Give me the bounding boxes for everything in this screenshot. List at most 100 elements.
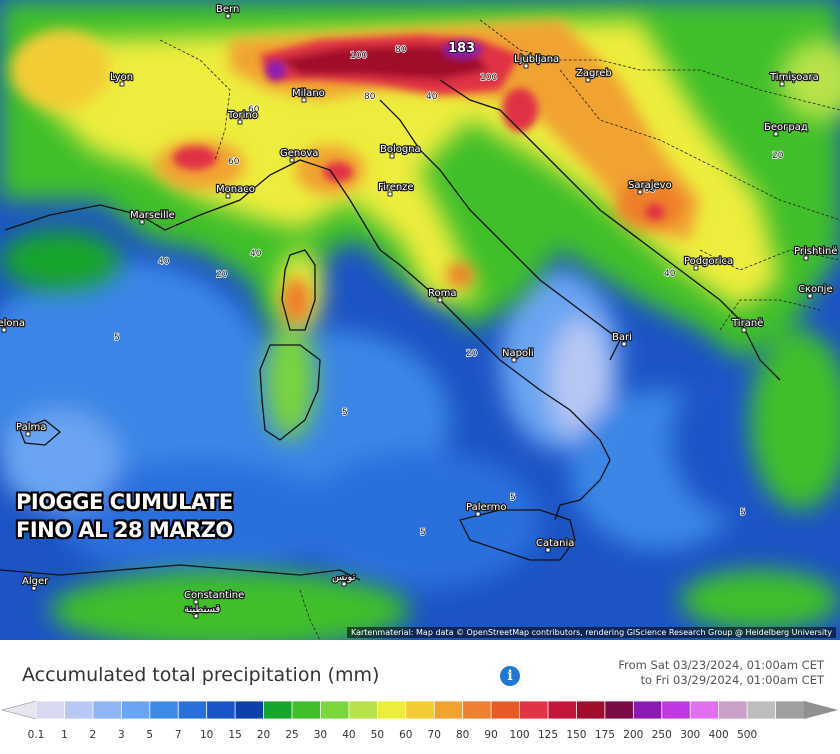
city-markers: Bern Lyon Milano Torino Genova Monaco Marseill… [0, 3, 839, 619]
color-scale-tick-label: 125 [537, 729, 559, 741]
color-scale-tick-label: 3 [117, 729, 125, 741]
color-scale-tick-label: 20 [256, 729, 271, 741]
color-scale-swatch [206, 700, 237, 720]
color-scale-swatch [92, 700, 123, 720]
isoline-label: 40 [158, 257, 170, 267]
city-label: celona [0, 318, 25, 329]
isoline-label: 5 [342, 408, 348, 418]
color-scale-swatch [234, 700, 265, 720]
city-label: قسنطينة [184, 604, 221, 615]
city-label: Bari [612, 332, 632, 343]
isoline-label: 60 [644, 185, 656, 195]
city-label: Milano [292, 88, 325, 99]
color-scale-swatch [632, 700, 663, 720]
city-label: Torino [227, 110, 258, 121]
color-scale-swatch [547, 700, 578, 720]
isoline-label: 20 [772, 151, 784, 161]
period-to: to Fri 03/29/2024, 01:00am CET [640, 673, 824, 687]
color-scale-swatch [35, 700, 66, 720]
color-scale-swatch [348, 700, 379, 720]
city-label: Београд [764, 122, 808, 133]
color-scale-swatch [519, 700, 549, 720]
coastlines [0, 79, 781, 581]
city-marker: Prishtinë [793, 245, 839, 261]
isoline-label: 100 [350, 51, 367, 61]
color-scale-tick-label: 60 [399, 729, 413, 741]
city-marker: Ljubljana [513, 53, 560, 69]
color-scale-tick-label: 10 [199, 729, 214, 741]
isoline-label: 80 [364, 92, 376, 102]
color-scale-tick-label: 1 [61, 729, 68, 741]
city-marker: Zagreb [575, 67, 613, 83]
city-marker: Marseille [129, 209, 176, 225]
headline: PIOGGE CUMULATE FINO AL 28 MARZO [16, 488, 233, 544]
peak-value-label: 183 [448, 41, 475, 56]
city-label: Firenze [378, 182, 414, 193]
city-marker: Београд [763, 121, 809, 137]
color-scale-swatch [746, 700, 777, 720]
city-label: Palma [16, 422, 46, 433]
city-label: Podgorica [684, 256, 733, 267]
city-label: Sarajevo [628, 180, 672, 191]
city-marker: قسنطينة [183, 603, 222, 619]
isoline-label: 100 [480, 73, 497, 83]
isoline-labels: 100 80 100 80 40 60 60 60 40 40 40 20 20… [113, 40, 784, 538]
isoline-label: 80 [395, 45, 407, 55]
city-marker: Firenze [377, 181, 415, 197]
color-scale-bar [0, 700, 838, 720]
city-marker: Bari [611, 331, 633, 347]
info-icon[interactable]: i [500, 666, 520, 686]
color-scale-swatch [376, 700, 407, 720]
city-marker: Catania [535, 537, 576, 553]
city-label: Bern [216, 4, 239, 15]
city-marker: Timișoara [768, 71, 820, 87]
color-scale-tick-label: 200 [623, 729, 644, 741]
city-label: Zagreb [576, 68, 612, 79]
isoline-label: 20 [466, 349, 478, 359]
color-scale-tick-label: 80 [455, 729, 470, 741]
city-marker: Lyon [109, 71, 134, 87]
city-label: تونس [332, 572, 356, 583]
headline-line-1: PIOGGE CUMULATE [16, 490, 233, 514]
city-marker: Milano [291, 87, 326, 103]
city-marker: Скопје [797, 282, 834, 299]
map-attribution[interactable]: Kartenmaterial: Map data © OpenStreetMap… [346, 627, 836, 638]
color-scale-tick-label: 5 [146, 729, 154, 741]
precipitation-map[interactable]: 100 80 100 80 40 60 60 60 40 40 40 20 20… [0, 0, 840, 640]
isoline-label: 5 [740, 508, 746, 518]
city-label: Bologna [380, 144, 421, 155]
color-scale-swatch [775, 700, 805, 720]
legend-title: Accumulated total precipitation (mm) [22, 664, 380, 686]
city-label: Prishtinë [794, 246, 837, 257]
color-scale-tick-label: 150 [566, 729, 587, 741]
color-scale-tick-label: 400 [708, 729, 729, 741]
color-scale-swatch [177, 700, 208, 720]
isoline-label: 5 [114, 333, 120, 343]
city-label: Скопје [798, 283, 833, 295]
color-scale-tick-label: 25 [285, 729, 299, 741]
city-marker: Podgorica [683, 255, 734, 271]
isoline-label: 40 [664, 269, 676, 279]
city-marker: Sarajevo [627, 179, 673, 195]
color-scale-tick-label: 175 [594, 729, 615, 741]
isoline-label: 20 [216, 270, 228, 280]
color-scale-tick-label: 250 [651, 729, 672, 741]
color-scale-tick-label: 2 [89, 729, 97, 741]
city-marker: Constantine [183, 589, 245, 605]
isoline-label: 5 [420, 528, 426, 538]
precip-layer-peak [266, 41, 482, 80]
color-scale-tick-label: 7 [174, 729, 182, 741]
city-label: Tiranë [731, 318, 763, 329]
color-scale-tick-label: 50 [370, 729, 385, 741]
color-scale-swatch [604, 700, 635, 720]
color-scale-tick-label: 30 [313, 729, 328, 741]
color-scale-tick-label: 100 [509, 729, 530, 741]
city-marker: Torino [226, 109, 259, 125]
period-from: From Sat 03/23/2024, 01:00am CET [618, 658, 824, 672]
city-marker: Bern [215, 3, 240, 19]
borders [159, 19, 840, 640]
city-marker: تونس [331, 571, 357, 587]
city-label: Genova [280, 148, 318, 159]
color-scale-tick-label: 90 [484, 729, 498, 741]
forecast-period: From Sat 03/23/2024, 01:00am CET to Fri … [618, 658, 824, 688]
